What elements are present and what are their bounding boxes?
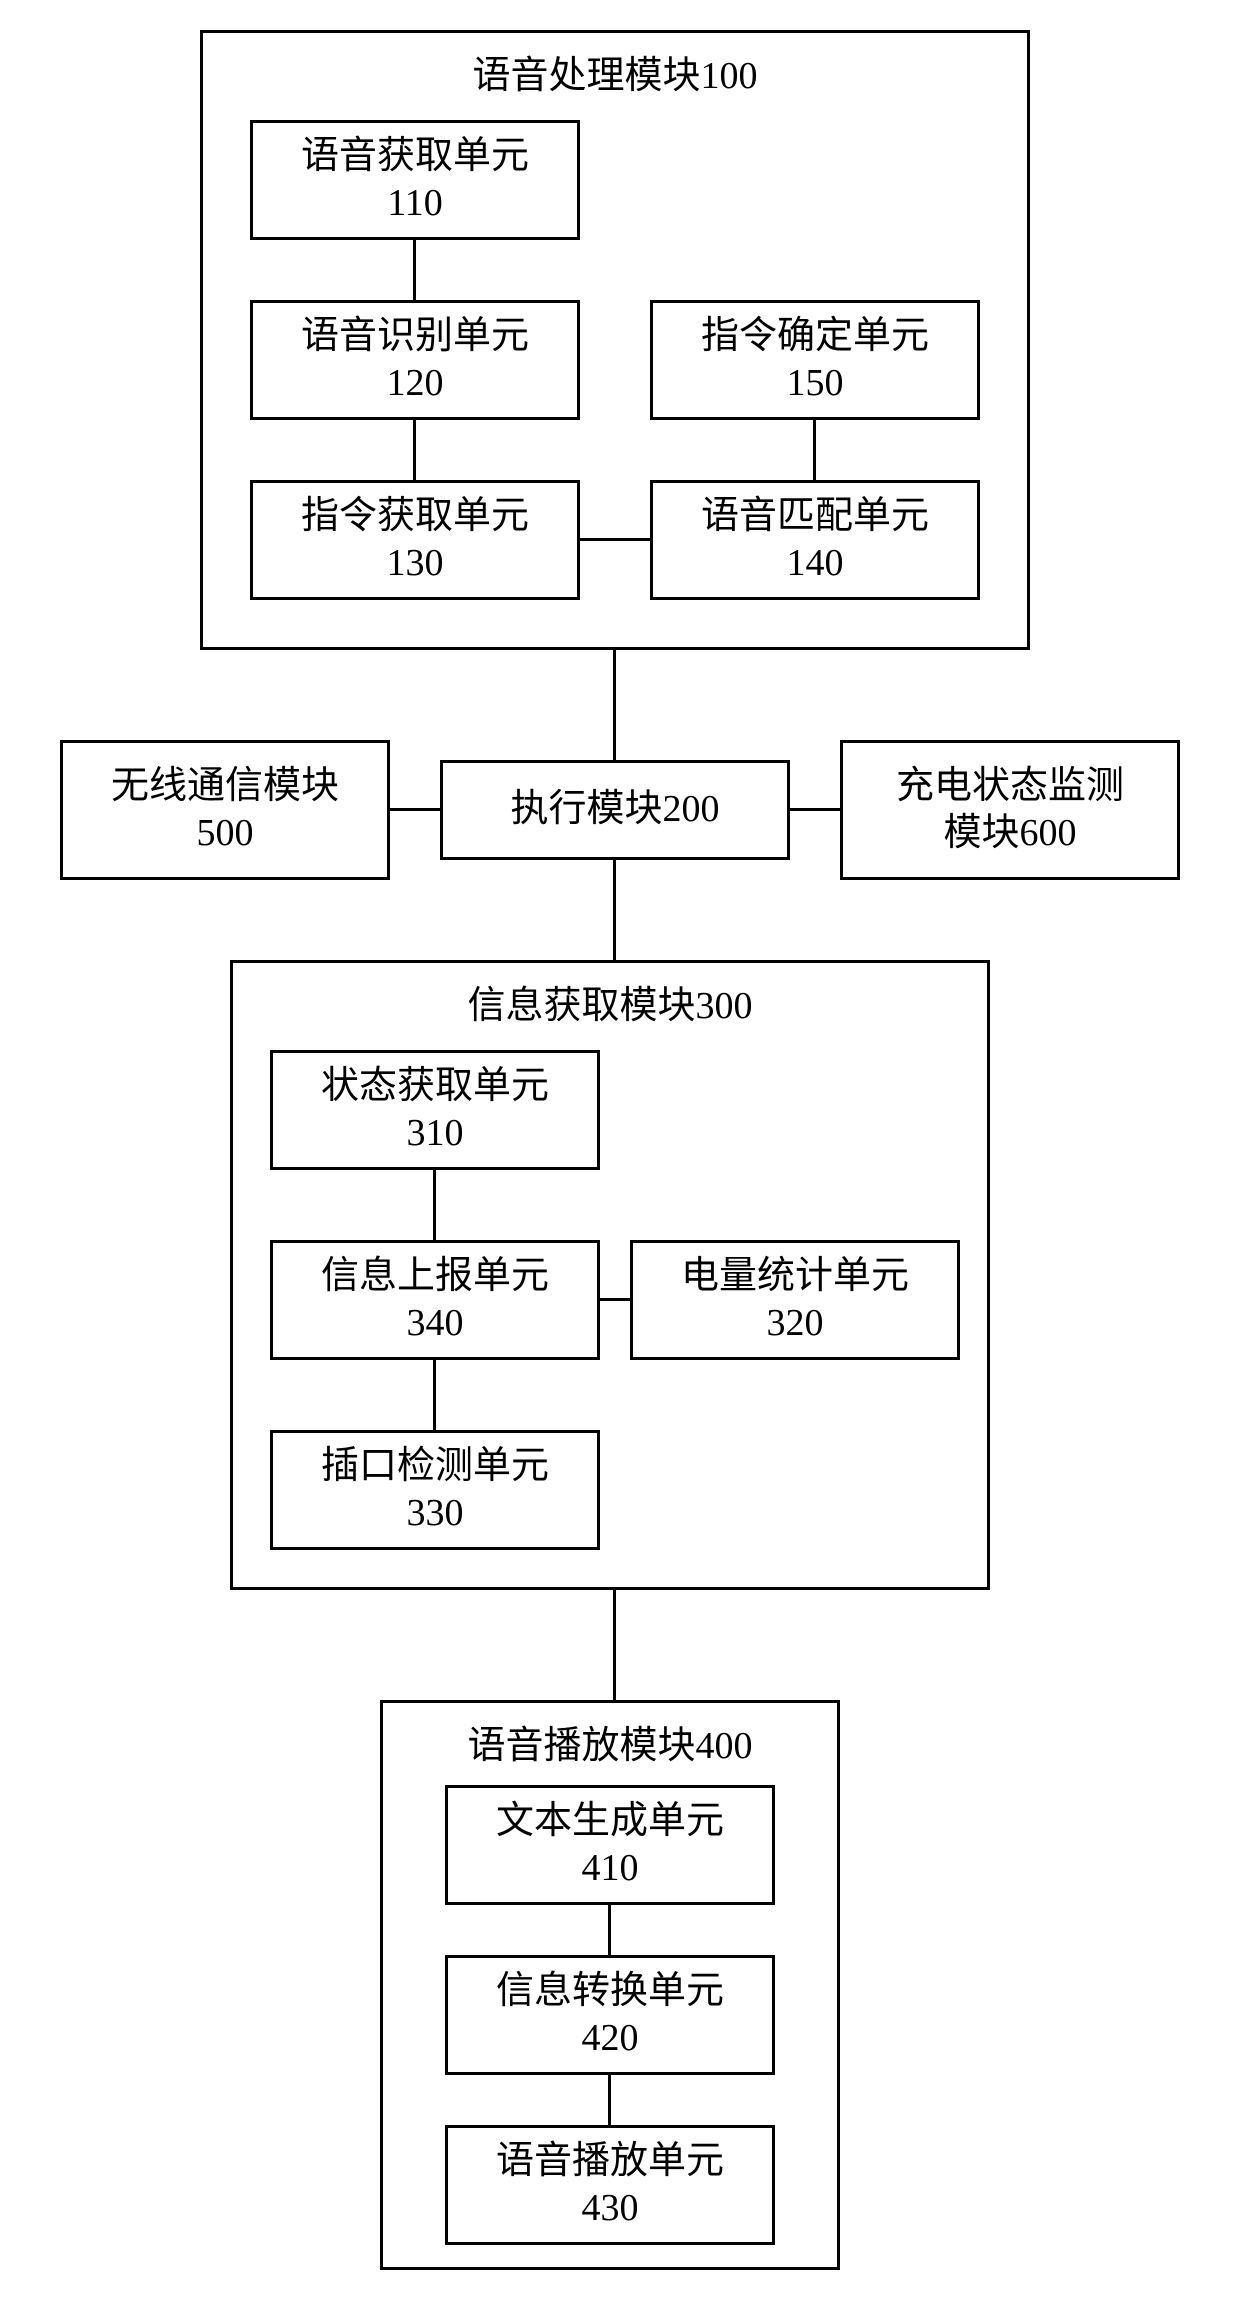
- module-500-label: 无线通信模块: [111, 763, 339, 811]
- connector: [580, 538, 650, 541]
- unit-130: 指令获取单元 130: [250, 480, 580, 600]
- unit-140-num: 140: [787, 540, 844, 588]
- module-500-num: 500: [197, 810, 254, 858]
- module-600: 充电状态监测 模块600: [840, 740, 1180, 880]
- unit-410: 文本生成单元 410: [445, 1785, 775, 1905]
- unit-410-label: 文本生成单元: [496, 1798, 724, 1846]
- unit-140-label: 语音匹配单元: [701, 493, 929, 541]
- connector: [433, 1170, 436, 1240]
- connector: [613, 1590, 616, 1700]
- unit-110: 语音获取单元 110: [250, 120, 580, 240]
- module-500: 无线通信模块 500: [60, 740, 390, 880]
- unit-420: 信息转换单元 420: [445, 1955, 775, 2075]
- unit-430-num: 430: [582, 2185, 639, 2233]
- unit-420-num: 420: [582, 2015, 639, 2063]
- unit-140: 语音匹配单元 140: [650, 480, 980, 600]
- unit-320-num: 320: [767, 1300, 824, 1348]
- connector: [790, 808, 840, 811]
- connector: [608, 1905, 611, 1955]
- unit-330-label: 插口检测单元: [321, 1443, 549, 1491]
- unit-320-label: 电量统计单元: [681, 1253, 909, 1301]
- connector: [608, 2075, 611, 2125]
- unit-410-num: 410: [582, 1845, 639, 1893]
- unit-310: 状态获取单元 310: [270, 1050, 600, 1170]
- unit-340-num: 340: [407, 1300, 464, 1348]
- unit-310-label: 状态获取单元: [321, 1063, 549, 1111]
- unit-130-num: 130: [387, 540, 444, 588]
- unit-120-label: 语音识别单元: [301, 313, 529, 361]
- unit-330-num: 330: [407, 1490, 464, 1538]
- module-600-label2: 模块600: [943, 810, 1076, 858]
- connector: [813, 420, 816, 480]
- unit-430: 语音播放单元 430: [445, 2125, 775, 2245]
- unit-340-label: 信息上报单元: [321, 1253, 549, 1301]
- unit-110-num: 110: [387, 180, 443, 228]
- unit-150-label: 指令确定单元: [701, 313, 929, 361]
- module-200-label: 执行模块200: [510, 786, 719, 834]
- unit-110-label: 语音获取单元: [301, 133, 529, 181]
- connector: [600, 1298, 630, 1301]
- unit-120: 语音识别单元 120: [250, 300, 580, 420]
- unit-340: 信息上报单元 340: [270, 1240, 600, 1360]
- unit-130-label: 指令获取单元: [301, 493, 529, 541]
- connector: [613, 650, 616, 760]
- connector: [413, 240, 416, 300]
- connector: [413, 420, 416, 480]
- unit-150-num: 150: [787, 360, 844, 408]
- module-400-title: 语音播放模块400: [383, 1723, 837, 1771]
- connector: [433, 1360, 436, 1430]
- module-200: 执行模块200: [440, 760, 790, 860]
- unit-330: 插口检测单元 330: [270, 1430, 600, 1550]
- connector: [613, 860, 616, 960]
- unit-120-num: 120: [387, 360, 444, 408]
- diagram-canvas: 语音处理模块100 语音获取单元 110 语音识别单元 120 指令获取单元 1…: [0, 0, 1240, 2314]
- unit-320: 电量统计单元 320: [630, 1240, 960, 1360]
- unit-430-label: 语音播放单元: [496, 2138, 724, 2186]
- module-300-title: 信息获取模块300: [233, 983, 987, 1031]
- module-600-label: 充电状态监测: [896, 763, 1124, 811]
- module-100-title: 语音处理模块100: [203, 53, 1027, 101]
- unit-310-num: 310: [407, 1110, 464, 1158]
- unit-150: 指令确定单元 150: [650, 300, 980, 420]
- connector: [390, 808, 440, 811]
- unit-420-label: 信息转换单元: [496, 1968, 724, 2016]
